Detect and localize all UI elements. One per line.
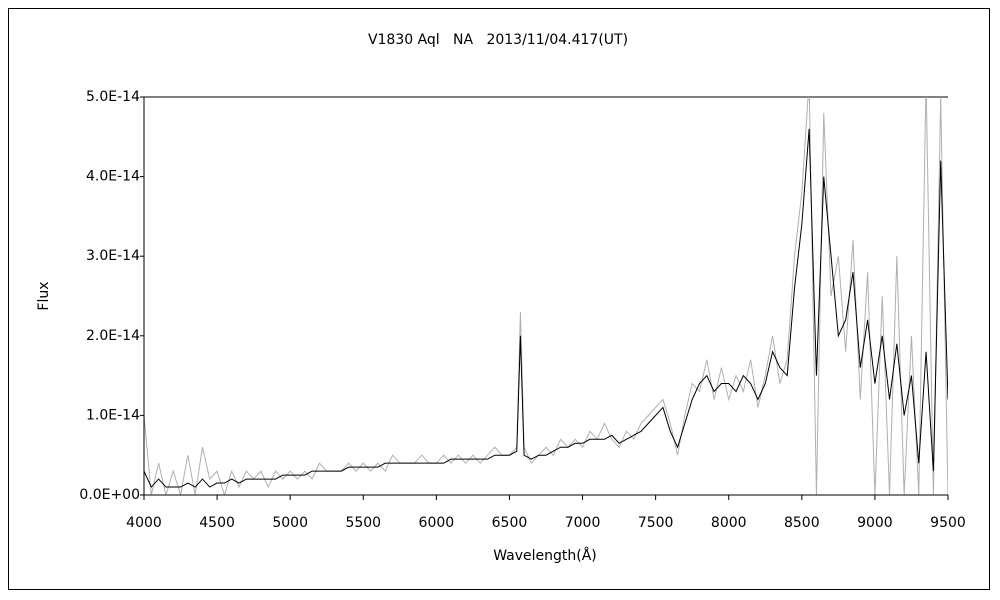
chart-title: V1830 Aql NA 2013/11/04.417(UT) [368,32,628,48]
x-tick-label: 7000 [565,515,601,531]
y-tick-label: 3.0E-14 [86,248,140,264]
plot-area [144,97,948,495]
x-tick-label: 5500 [345,515,381,531]
x-tick-label: 4000 [126,515,162,531]
y-tick-label: 5.0E-14 [86,89,140,105]
x-tick-label: 8500 [784,515,820,531]
y-tick-label: 0.0E+00 [79,487,140,503]
x-tick-label: 8000 [711,515,747,531]
y-tick-label: 2.0E-14 [86,328,140,344]
y-axis-label: Flux [36,281,52,310]
x-tick-label: 5000 [272,515,308,531]
frame [8,8,990,590]
x-tick-label: 7500 [638,515,674,531]
x-tick-label: 9000 [857,515,893,531]
x-tick-label: 6000 [419,515,455,531]
y-tick-label: 4.0E-14 [86,169,140,185]
x-tick-label: 6500 [492,515,528,531]
y-tick-label: 1.0E-14 [86,407,140,423]
x-axis-label: Wavelength(Å) [493,547,597,564]
x-tick-label: 9500 [930,515,966,531]
x-tick-label: 4500 [199,515,235,531]
spectrum-line [144,97,948,495]
spectrum-line [144,128,948,488]
